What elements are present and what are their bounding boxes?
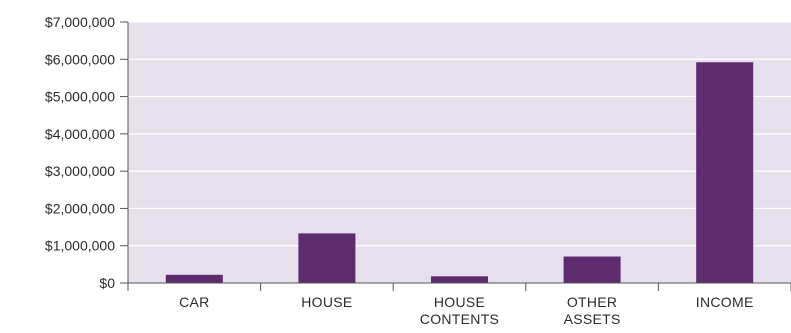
bar: [696, 62, 754, 283]
plot-area: [128, 22, 791, 283]
x-category-label: CAR: [179, 294, 209, 310]
x-category-label: CONTENTS: [420, 311, 499, 327]
bars: [165, 62, 754, 283]
y-tick-label: $4,000,000: [45, 126, 115, 142]
y-tick-label: $5,000,000: [45, 89, 115, 105]
y-tick-label: $2,000,000: [45, 200, 115, 216]
bar: [298, 233, 356, 283]
y-tick-label: $6,000,000: [45, 51, 115, 67]
y-tick-label: $3,000,000: [45, 163, 115, 179]
x-category-label: HOUSE: [434, 294, 485, 310]
y-tick-label: $1,000,000: [45, 238, 115, 254]
y-tick-label: $7,000,000: [45, 14, 115, 30]
bar: [165, 274, 223, 283]
x-category-label: OTHER: [567, 294, 618, 310]
bar: [563, 256, 621, 283]
x-category-label: INCOME: [696, 294, 754, 310]
bar: [430, 276, 489, 283]
gridlines: [128, 21, 791, 247]
x-category-label: ASSETS: [564, 311, 621, 327]
x-category-label: HOUSE: [301, 294, 352, 310]
x-axis-ticks: [127, 283, 791, 291]
y-axis-ticks: [120, 21, 128, 284]
y-axis-tick-labels: $0 $1,000,000 $2,000,000 $3,000,000 $4,000,0…: [45, 14, 115, 291]
y-tick-label: $0: [99, 275, 115, 291]
